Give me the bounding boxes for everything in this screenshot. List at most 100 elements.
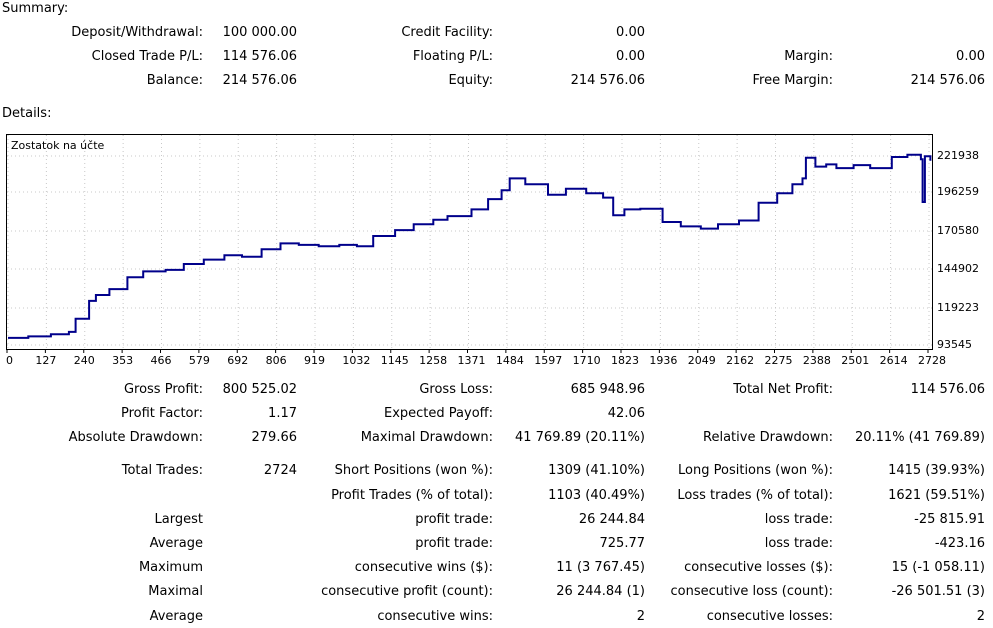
y-tick-label: 221938 bbox=[937, 149, 979, 162]
balance-line bbox=[8, 153, 932, 339]
detail-label: Gross Profit: bbox=[123, 382, 203, 397]
summary-label: Free Margin: bbox=[752, 73, 833, 88]
detail-value: 279.66 bbox=[251, 430, 298, 445]
detail-value: 114 576.06 bbox=[910, 382, 985, 397]
detail-label: Absolute Drawdown: bbox=[68, 430, 203, 445]
summary-value: 214 576.06 bbox=[910, 73, 985, 88]
y-tick-label: 119223 bbox=[937, 301, 979, 314]
detail-value: -26 501.51 (3) bbox=[891, 584, 985, 599]
details-title: Details: bbox=[2, 106, 52, 121]
x-tick-label: 466 bbox=[151, 354, 172, 367]
x-tick-label: 1936 bbox=[649, 354, 677, 367]
detail-value: 41 769.89 (20.11%) bbox=[514, 430, 645, 445]
detail-label: consecutive loss (count): bbox=[670, 584, 833, 599]
detail-label: Total Net Profit: bbox=[733, 382, 833, 397]
summary-value: 214 576.06 bbox=[222, 73, 297, 88]
detail-label: consecutive wins ($): bbox=[354, 560, 493, 575]
summary-label: Closed Trade P/L: bbox=[91, 49, 203, 64]
detail-value: -25 815.91 bbox=[914, 512, 985, 527]
x-tick-label: 1371 bbox=[458, 354, 486, 367]
x-tick-label: 353 bbox=[112, 354, 133, 367]
summary-title: Summary: bbox=[2, 1, 69, 16]
detail-value: 725.77 bbox=[599, 536, 646, 551]
detail-value: 2 bbox=[636, 609, 645, 624]
summary-label: Equity: bbox=[448, 73, 493, 88]
x-tick-label: 2388 bbox=[803, 354, 831, 367]
detail-label: Largest bbox=[154, 512, 203, 527]
summary-label: Credit Facility: bbox=[401, 25, 493, 40]
summary-value: 0.00 bbox=[616, 49, 645, 64]
x-tick-label: 1710 bbox=[573, 354, 601, 367]
detail-label: consecutive wins: bbox=[377, 609, 493, 624]
x-tick-label: 692 bbox=[227, 354, 248, 367]
detail-value: 15 (-1 058.11) bbox=[891, 560, 985, 575]
detail-label: Gross Loss: bbox=[419, 382, 493, 397]
detail-label: Relative Drawdown: bbox=[703, 430, 833, 445]
detail-label: consecutive losses ($): bbox=[684, 560, 833, 575]
summary-value: 100 000.00 bbox=[222, 25, 297, 40]
x-tick-label: 2614 bbox=[880, 354, 908, 367]
x-axis: 0 127 240 353 466 579 692 806 919 1032 1145 1258 137… bbox=[6, 350, 946, 367]
detail-value: 1103 (40.49%) bbox=[548, 488, 645, 503]
x-tick-label: 1258 bbox=[419, 354, 447, 367]
detail-value: 11 (3 767.45) bbox=[556, 560, 645, 575]
summary-value: 114 576.06 bbox=[222, 49, 297, 64]
detail-value: 685 948.96 bbox=[570, 382, 645, 397]
x-tick-label: 1823 bbox=[611, 354, 639, 367]
detail-value: -423.16 bbox=[934, 536, 985, 551]
detail-label: Profit Factor: bbox=[121, 406, 203, 421]
x-tick-label: 2501 bbox=[841, 354, 869, 367]
y-axis: 221938 196259 170580 144902 119223 93545 bbox=[937, 149, 979, 351]
detail-label: consecutive losses: bbox=[706, 609, 833, 624]
x-tick-label: 240 bbox=[74, 354, 95, 367]
summary-label: Margin: bbox=[784, 49, 833, 64]
detail-value: 42.06 bbox=[607, 406, 645, 421]
y-tick-label: 144902 bbox=[937, 262, 979, 275]
detail-value: 1415 (39.93%) bbox=[888, 463, 985, 478]
x-tick-label: 1597 bbox=[534, 354, 562, 367]
detail-value: 26 244.84 (1) bbox=[556, 584, 645, 599]
detail-label: Loss trades (% of total): bbox=[677, 488, 833, 503]
detail-value: 20.11% (41 769.89) bbox=[854, 430, 985, 445]
x-tick-label: 1145 bbox=[381, 354, 409, 367]
x-tick-label: 806 bbox=[266, 354, 287, 367]
detail-value: 1309 (41.10%) bbox=[548, 463, 645, 478]
detail-label: Average bbox=[149, 609, 203, 624]
detail-label: Expected Payoff: bbox=[384, 406, 493, 421]
y-tick-label: 170580 bbox=[937, 224, 979, 237]
x-tick-label: 2049 bbox=[688, 354, 716, 367]
detail-label: Maximum bbox=[138, 560, 203, 575]
detail-value: 1621 (59.51%) bbox=[888, 488, 985, 503]
detail-value: 1.17 bbox=[268, 406, 297, 421]
summary-label: Balance: bbox=[146, 73, 203, 88]
x-tick-label: 1484 bbox=[496, 354, 524, 367]
x-tick-label: 919 bbox=[304, 354, 325, 367]
detail-value: 26 244.84 bbox=[578, 512, 645, 527]
detail-value: 2724 bbox=[263, 463, 297, 478]
y-tick-label: 196259 bbox=[937, 185, 979, 198]
summary-value: 0.00 bbox=[956, 49, 985, 64]
balance-chart: Zostatok na účte bbox=[6, 134, 934, 351]
y-tick-label: 93545 bbox=[937, 338, 972, 351]
detail-label: consecutive profit (count): bbox=[321, 584, 493, 599]
x-tick-label: 0 bbox=[6, 354, 13, 367]
summary-value: 0.00 bbox=[616, 25, 645, 40]
x-tick-label: 127 bbox=[35, 354, 56, 367]
x-tick-label: 2275 bbox=[765, 354, 793, 367]
chart-legend: Zostatok na účte bbox=[11, 139, 105, 152]
summary-label: Floating P/L: bbox=[412, 49, 493, 64]
x-tick-label: 2728 bbox=[918, 354, 946, 367]
detail-label: Maximal Drawdown: bbox=[360, 430, 493, 445]
detail-label: Average bbox=[149, 536, 203, 551]
detail-label: Total Trades: bbox=[121, 463, 203, 478]
detail-label: Short Positions (won %): bbox=[334, 463, 493, 478]
summary-value: 214 576.06 bbox=[570, 73, 645, 88]
detail-label: loss trade: bbox=[764, 536, 833, 551]
x-tick-label: 1032 bbox=[342, 354, 370, 367]
detail-label: loss trade: bbox=[764, 512, 833, 527]
detail-label: profit trade: bbox=[415, 536, 493, 551]
x-tick-label: 579 bbox=[189, 354, 210, 367]
detail-label: Maximal bbox=[148, 584, 203, 599]
summary-label: Deposit/Withdrawal: bbox=[71, 25, 203, 40]
balance-chart-svg: Zostatok na účte bbox=[7, 135, 934, 351]
